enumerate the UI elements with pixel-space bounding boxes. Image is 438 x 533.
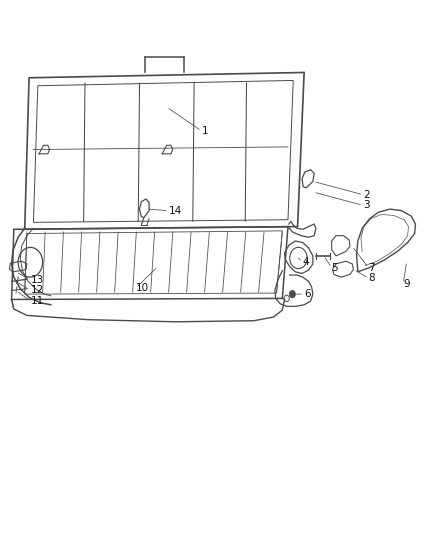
Text: 10: 10 — [136, 283, 149, 293]
Text: 7: 7 — [368, 263, 375, 272]
Text: 6: 6 — [304, 289, 311, 299]
Circle shape — [289, 290, 295, 298]
Text: 5: 5 — [332, 263, 338, 272]
Text: 14: 14 — [169, 206, 182, 216]
Text: 8: 8 — [368, 273, 375, 283]
Text: 3: 3 — [363, 200, 370, 211]
Text: 4: 4 — [302, 257, 309, 267]
Text: 11: 11 — [30, 296, 44, 306]
Text: 9: 9 — [403, 279, 410, 288]
Text: 1: 1 — [201, 126, 208, 136]
Text: 12: 12 — [30, 286, 44, 295]
Text: 13: 13 — [30, 275, 44, 285]
Text: 2: 2 — [363, 190, 370, 200]
